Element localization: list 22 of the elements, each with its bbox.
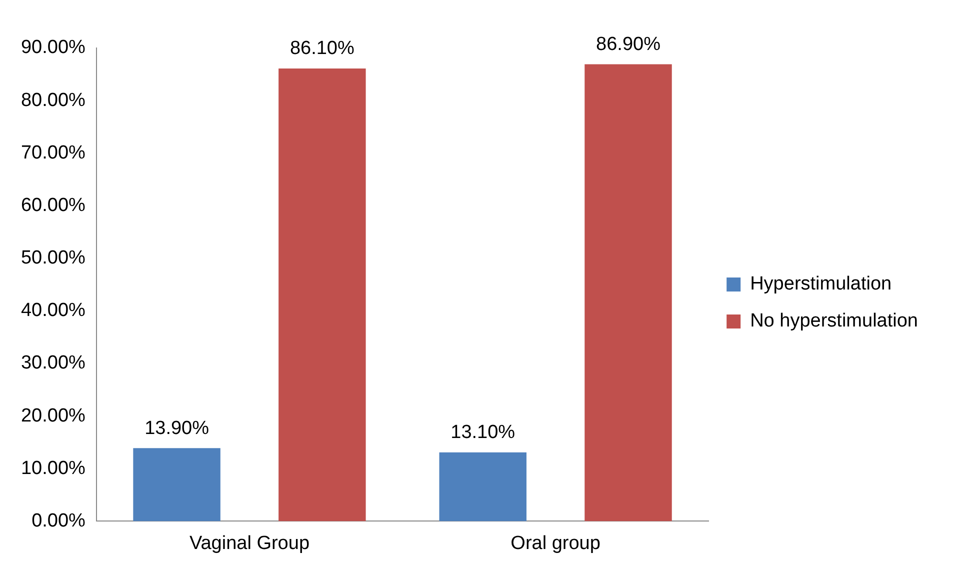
y-tick-label: 90.00% <box>20 37 86 58</box>
data-label: 86.90% <box>596 34 661 56</box>
data-label: 13.90% <box>144 418 210 439</box>
legend-label: Hyperstimulation <box>750 274 892 295</box>
y-tick-label: 10.00% <box>20 458 86 479</box>
y-tick-label: 20.00% <box>20 405 86 426</box>
y-tick-label: 60.00% <box>20 194 86 216</box>
bar <box>133 448 220 522</box>
y-tick-label: 30.00% <box>20 352 86 374</box>
x-tick-label: Oral group <box>510 532 600 554</box>
y-tick-label: 80.00% <box>20 90 86 111</box>
legend-label: No hyperstimulation <box>750 310 918 332</box>
data-label: 86.10% <box>290 38 354 60</box>
bar <box>439 452 526 522</box>
x-tick-label: Vaginal Group <box>189 532 310 554</box>
y-tick-label: 50.00% <box>20 248 86 269</box>
data-label: 13.10% <box>450 422 516 444</box>
y-tick-label: 40.00% <box>20 300 86 322</box>
y-tick-label: 70.00% <box>20 142 86 164</box>
bar <box>278 68 366 522</box>
y-tick-label: 0.00% <box>32 510 86 532</box>
bar <box>584 64 672 522</box>
